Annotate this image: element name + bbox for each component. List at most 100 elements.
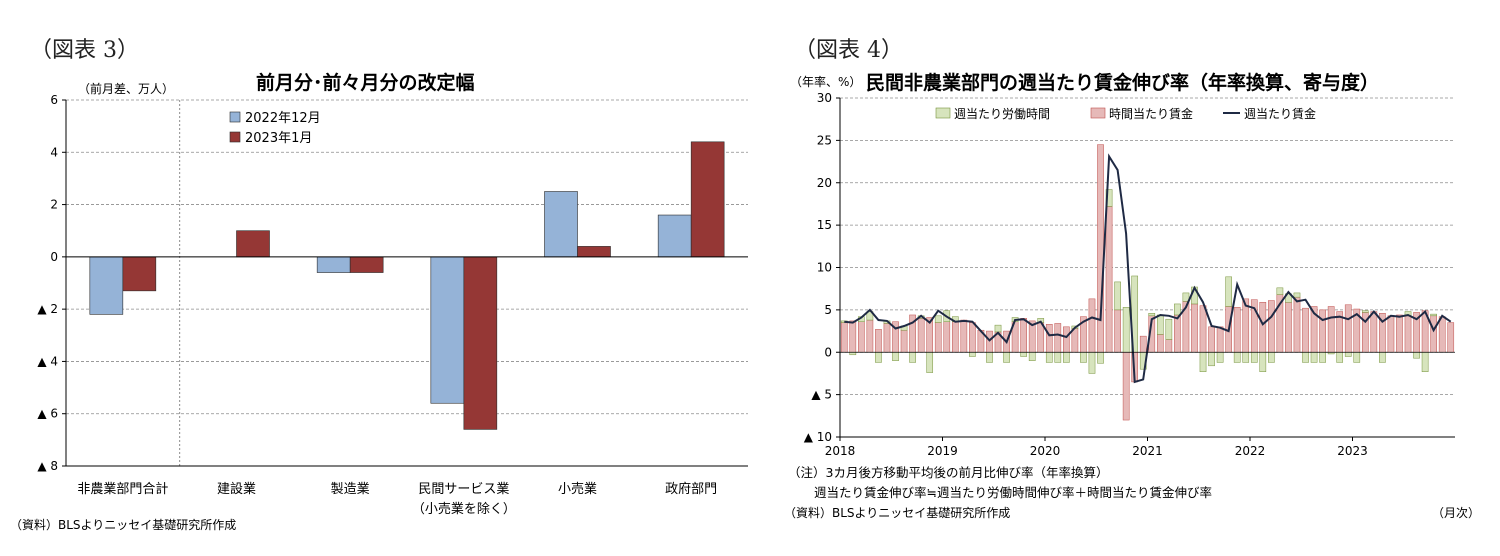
left-bars [89,141,725,430]
right-bar-wage [1285,301,1292,353]
right-bar-wage [1199,305,1207,353]
right-bar-hours [1028,352,1036,361]
left-chart-title: 前月分･前々月分の改定幅 [256,72,475,94]
right-bar-wage [849,320,857,353]
right-bar-hours [1208,352,1215,367]
right-unit-label: （年率、%） [790,75,862,89]
right-bar-wage [840,322,848,353]
right-legend-label-weekly: 週当たり賃金 [1244,106,1316,121]
left-y-tick-label: 0 [50,250,58,264]
right-bar-wage [1404,315,1412,353]
right-bar-wage [900,329,908,353]
right-bar-wage [1054,323,1062,353]
left-x-tick-label: （小売業を除く） [412,501,516,517]
left-bar [690,141,725,258]
left-legend-swatch [229,131,241,143]
right-bar-hours [1293,292,1301,298]
right-bar-wage [1208,326,1215,353]
left-y-ticks: 6 4 2 0 ▲ 2 ▲ 4 ▲ 6 ▲ 8 [37,93,66,473]
right-legend-label-hours: 週当たり労働時間 [954,107,1050,121]
left-y-tick-label: ▲ 8 [37,459,58,473]
left-bar [657,214,692,258]
right-bar-hours [1353,352,1361,363]
right-bar-hours [1174,303,1181,316]
right-x-ticks: 2018 2019 2020 2021 2022 2023 [825,437,1368,458]
right-bar-hours [969,352,976,357]
right-bar-hours [1302,352,1309,363]
right-chart: 30 25 20 15 10 5 0 ▲ 5 ▲ 10 2018 2019 2020 2021 2022… [804,91,1455,458]
right-bar-wage [1438,316,1446,353]
right-bar-wage [1268,300,1275,353]
right-source-note: （資料）BLSよりニッセイ基礎研究所作成 [784,506,1011,520]
right-bar-hours [1080,352,1087,363]
right-bar-hours [909,352,916,363]
right-bar-hours [1054,352,1062,363]
right-y-ticks: 30 25 20 15 10 5 0 ▲ 5 ▲ 10 [804,91,840,444]
right-bar-hours [1242,352,1250,363]
right-bar-wage [1037,322,1045,353]
right-bar-hours [1156,314,1164,335]
right-bar-wage [1216,326,1224,353]
left-legend: 2022年12月 2023年1月 [229,111,321,146]
right-bar-wage [960,319,968,353]
left-y-tick-label: ▲ 2 [37,302,58,316]
left-x-tick-label: 製造業 [331,481,370,497]
left-y-tick-label: 2 [50,198,58,212]
left-source-note: （資料）BLSよりニッセイ基礎研究所作成 [10,518,237,532]
right-bar-hours [1097,352,1104,364]
right-bar-hours [1148,313,1156,317]
right-bar-wage [1139,335,1147,353]
right-bar-hours [1020,352,1027,357]
right-bar-wage [1302,307,1309,353]
right-y-tick-label: ▲ 5 [811,388,832,402]
right-bar-hours [1114,281,1121,311]
right-x-tick-label: 2020 [1030,444,1061,458]
right-note-2: 週当たり賃金伸び率≒週当たり労働時間伸び率＋時間当たり賃金伸び率 [814,485,1212,500]
right-bar-hours [1319,352,1326,363]
right-bar-wage [1293,296,1301,353]
right-bar-wage [1447,322,1455,353]
right-bar-wage [1071,328,1079,353]
right-x-tick-label: 2022 [1235,444,1266,458]
left-bar [236,230,270,258]
right-bar-wage [951,321,959,353]
right-x-tick-label: 2018 [825,444,856,458]
right-line-weekly-wage [844,153,1452,384]
left-bar [122,256,157,292]
right-bar-hours [1122,307,1130,353]
right-bar-hours [1182,292,1190,302]
right-x-tick-label: 2021 [1132,444,1163,458]
right-bar-hours [1379,352,1386,363]
right-bar-hours [892,352,899,361]
right-note-1: （注）3カ月後方移動平均後の前月比伸び率（年率換算） [788,465,1109,480]
right-bar-wage [917,318,925,353]
right-bar-wage [1045,324,1053,353]
right-bar-hours [866,311,874,321]
left-unit-label: （前月差、万人） [78,82,175,96]
right-bar-wage [1105,206,1113,353]
left-gridlines [66,99,748,466]
right-y-tick-label: 5 [824,303,832,317]
right-y-tick-label: 10 [817,261,832,275]
right-x-tick-label: 2023 [1337,444,1368,458]
left-chart: 6 4 2 0 ▲ 2 ▲ 4 ▲ 6 ▲ 8 非農業部門合計 建設業 製造業 民間サービス業 （小売… [37,93,748,517]
right-bar-wage [866,319,874,353]
right-y-tick-label: 25 [817,133,832,147]
left-legend-label: 2022年12月 [245,111,321,126]
right-bar-wage [1020,318,1027,353]
right-y-tick-label: 0 [824,345,832,359]
left-x-tick-label: 小売業 [558,481,597,497]
right-legend-label-wage: 時間当たり賃金 [1109,106,1193,121]
right-y-tick-label: 30 [817,91,832,105]
right-bar-wage [1319,309,1326,353]
left-y-tick-label: ▲ 4 [37,354,58,368]
right-bar-hours [1344,352,1352,357]
right-bar-hours [1199,352,1207,372]
right-x-tick-label: 2019 [927,444,958,458]
right-bar-hours [926,352,934,373]
right-bar-hours [1276,287,1284,295]
right-bar-hours [1421,352,1429,372]
right-bar-wage [1191,303,1198,353]
left-bar [316,256,351,273]
right-bars [840,144,1455,421]
